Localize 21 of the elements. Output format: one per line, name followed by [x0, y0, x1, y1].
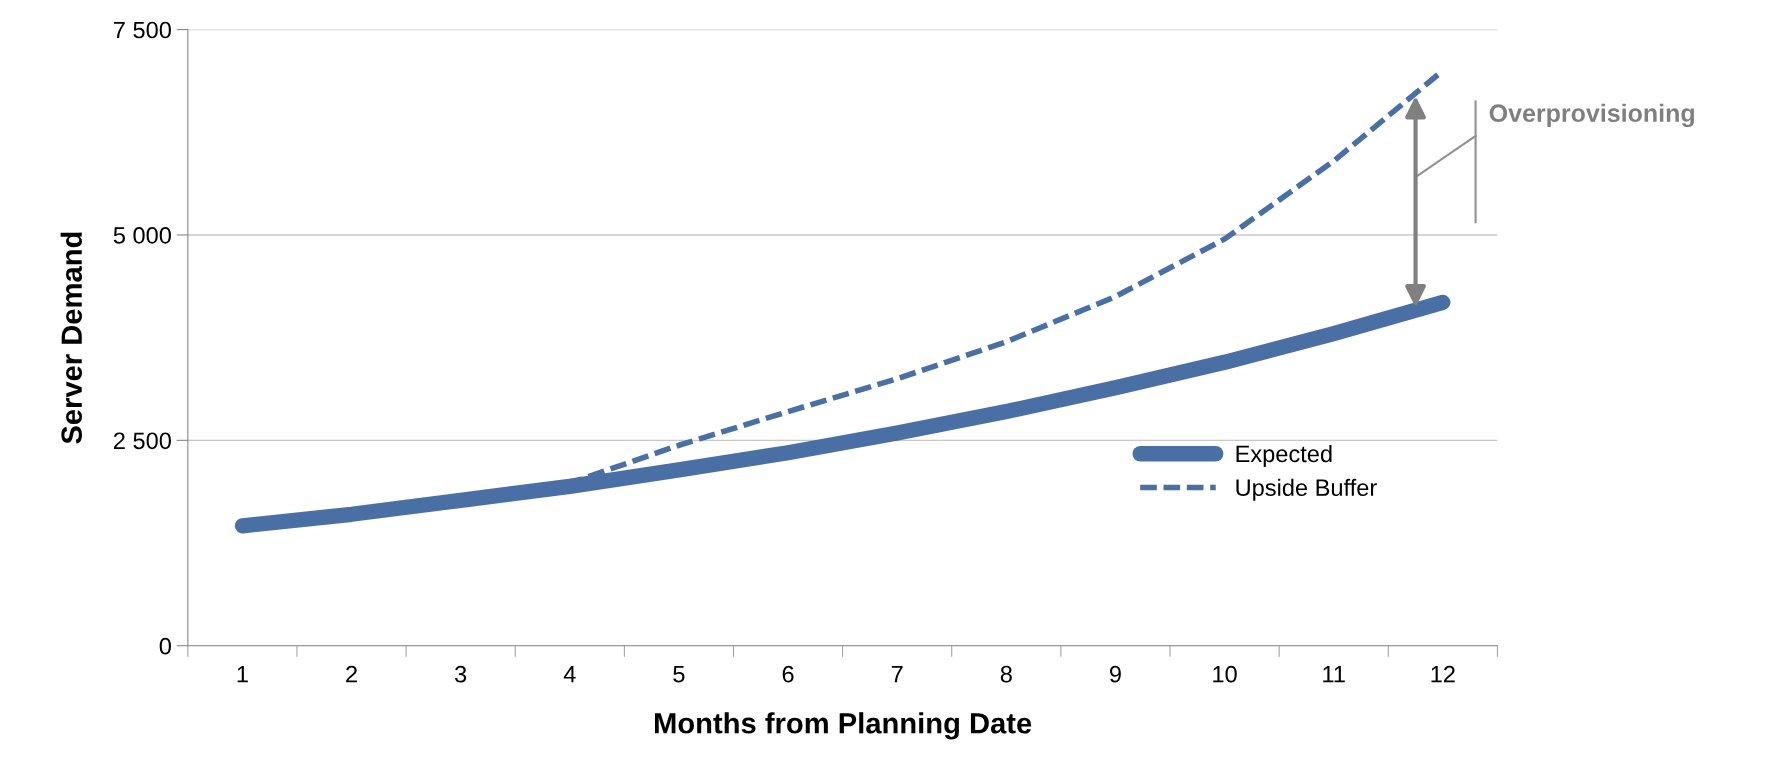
annotation: Overprovisioning [1489, 103, 1694, 128]
x-tick-label: 5 [673, 666, 685, 683]
y-tick-label: 2 500 [113, 432, 171, 450]
x-tick-label: 8 [1000, 665, 1012, 683]
y-tick-label: 5 000 [113, 227, 171, 244]
legend-label: Upside Buffer [1236, 478, 1377, 501]
x-tick-label: 10 [1213, 665, 1237, 683]
x-tick-label: 6 [782, 665, 794, 683]
x-tick-label: 1 [237, 666, 248, 683]
y-tick-label: 7 500 [114, 21, 171, 39]
x-tick-label: 4 [563, 666, 576, 683]
x-tick-label: 3 [455, 665, 467, 683]
x-tick-label: 12 [1431, 665, 1455, 683]
y-axis-title: Server Demand [60, 232, 83, 444]
x-tick-label: 2 [346, 665, 357, 683]
legend-label: Expected [1236, 444, 1332, 467]
x-tick-label: 9 [1109, 665, 1121, 683]
x-tick-label: 7 [891, 666, 903, 683]
x-tick-label: 11 [1323, 666, 1345, 683]
y-tick-label: 0 [159, 637, 171, 655]
x-axis-title: Months from Planning Date [655, 712, 1032, 740]
